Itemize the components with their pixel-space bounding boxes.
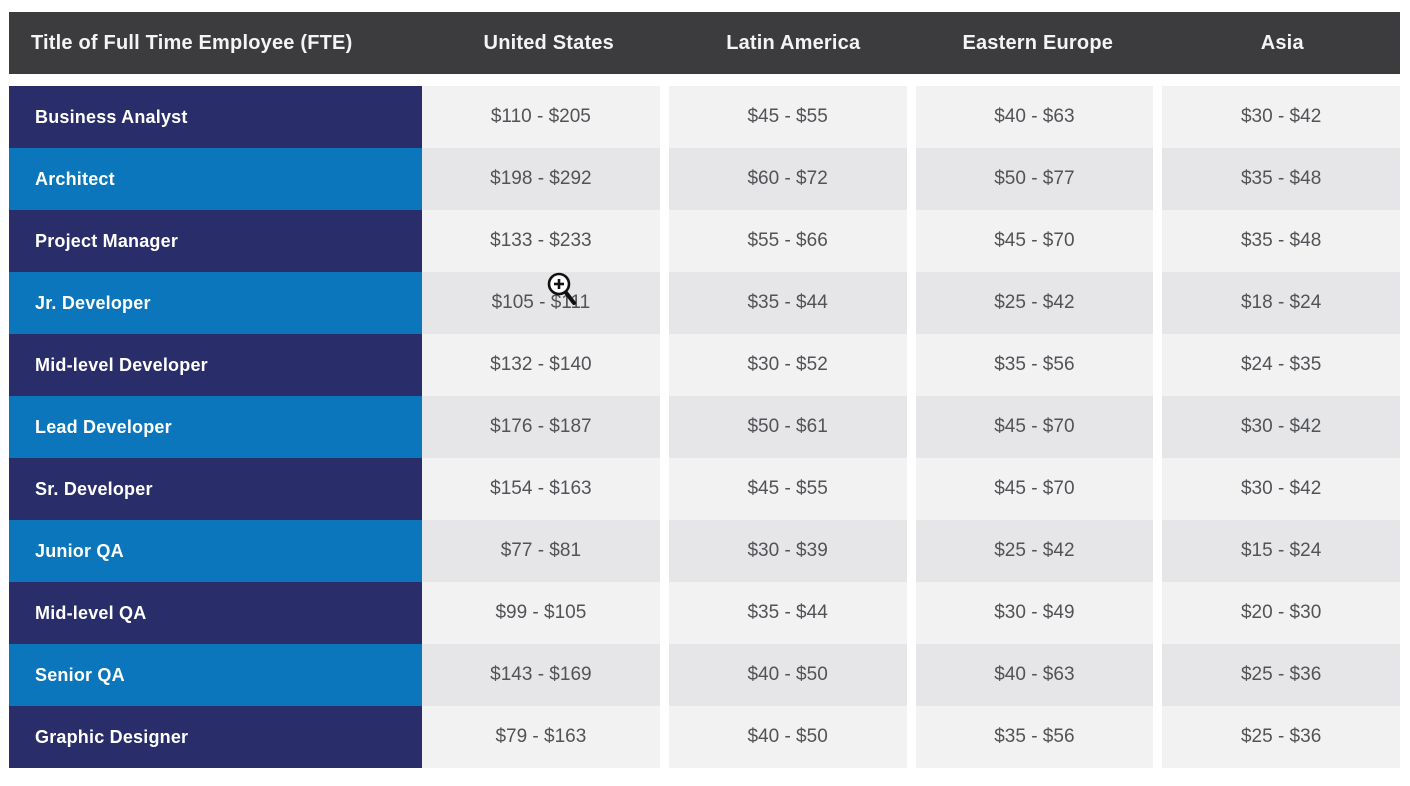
rate-cell-latin-america: $45 - $55 [668, 86, 907, 148]
rate-cell-asia: $30 - $42 [1162, 458, 1400, 520]
rate-cell-united-states: $176 - $187 [422, 396, 660, 458]
table-row: Jr. Developer $105 - $111 $35 - $44 $25 … [9, 272, 1400, 334]
table-row: Mid-level QA $99 - $105 $35 - $44 $30 - … [9, 582, 1400, 644]
rate-cell-latin-america: $35 - $44 [668, 272, 907, 334]
fte-rates-table: Title of Full Time Employee (FTE) United… [9, 12, 1400, 768]
rate-cell-eastern-europe: $30 - $49 [915, 582, 1154, 644]
column-header-eastern-europe: Eastern Europe [962, 31, 1114, 54]
rate-cell-asia: $18 - $24 [1162, 272, 1400, 334]
rate-cell-asia: $25 - $36 [1162, 706, 1400, 768]
row-title-cell: Business Analyst [9, 86, 422, 148]
rate-cell-latin-america: $40 - $50 [668, 706, 907, 768]
table-row: Graphic Designer $79 - $163 $40 - $50 $3… [9, 706, 1400, 768]
rate-cell-united-states: $79 - $163 [422, 706, 660, 768]
table-row: Business Analyst $110 - $205 $45 - $55 $… [9, 86, 1400, 148]
row-title-cell: Mid-level QA [9, 582, 422, 644]
row-title-cell: Lead Developer [9, 396, 422, 458]
row-title-cell: Mid-level Developer [9, 334, 422, 396]
rate-cell-latin-america: $50 - $61 [668, 396, 907, 458]
table-body: Business Analyst $110 - $205 $45 - $55 $… [9, 86, 1400, 768]
rate-cell-eastern-europe: $45 - $70 [915, 458, 1154, 520]
table-row: Sr. Developer $154 - $163 $45 - $55 $45 … [9, 458, 1400, 520]
rate-cell-united-states: $143 - $169 [422, 644, 660, 706]
table-row: Senior QA $143 - $169 $40 - $50 $40 - $6… [9, 644, 1400, 706]
table-row: Junior QA $77 - $81 $30 - $39 $25 - $42 … [9, 520, 1400, 582]
rate-cell-united-states: $132 - $140 [422, 334, 660, 396]
rate-cell-asia: $30 - $42 [1162, 396, 1400, 458]
rate-cell-latin-america: $35 - $44 [668, 582, 907, 644]
rate-cell-asia: $35 - $48 [1162, 210, 1400, 272]
rate-cell-asia: $30 - $42 [1162, 86, 1400, 148]
column-header-asia: Asia [1260, 31, 1304, 54]
rate-cell-eastern-europe: $45 - $70 [915, 210, 1154, 272]
rate-cell-eastern-europe: $25 - $42 [915, 272, 1154, 334]
rate-cell-eastern-europe: $25 - $42 [915, 520, 1154, 582]
rate-cell-united-states: $105 - $111 [422, 272, 660, 334]
rate-cell-asia: $20 - $30 [1162, 582, 1400, 644]
row-title-cell: Sr. Developer [9, 458, 422, 520]
table-row: Lead Developer $176 - $187 $50 - $61 $45… [9, 396, 1400, 458]
rate-cell-eastern-europe: $40 - $63 [915, 644, 1154, 706]
rate-cell-eastern-europe: $35 - $56 [915, 334, 1154, 396]
rate-cell-united-states: $110 - $205 [422, 86, 660, 148]
row-title-cell: Project Manager [9, 210, 422, 272]
rate-cell-united-states: $77 - $81 [422, 520, 660, 582]
table-row: Mid-level Developer $132 - $140 $30 - $5… [9, 334, 1400, 396]
rate-cell-united-states: $198 - $292 [422, 148, 660, 210]
rate-cell-eastern-europe: $50 - $77 [915, 148, 1154, 210]
rate-cell-eastern-europe: $40 - $63 [915, 86, 1154, 148]
rate-cell-eastern-europe: $35 - $56 [915, 706, 1154, 768]
column-header-united-states: United States [483, 31, 614, 54]
rate-cell-latin-america: $45 - $55 [668, 458, 907, 520]
rate-cell-latin-america: $60 - $72 [668, 148, 907, 210]
row-title-cell: Graphic Designer [9, 706, 422, 768]
column-header-title: Title of Full Time Employee (FTE) [31, 31, 353, 54]
rate-cell-latin-america: $30 - $39 [668, 520, 907, 582]
row-title-cell: Architect [9, 148, 422, 210]
rate-cell-united-states: $154 - $163 [422, 458, 660, 520]
row-title-cell: Jr. Developer [9, 272, 422, 334]
rate-cell-asia: $15 - $24 [1162, 520, 1400, 582]
rate-cell-latin-america: $40 - $50 [668, 644, 907, 706]
column-header-latin-america: Latin America [726, 31, 861, 54]
table-row: Architect $198 - $292 $60 - $72 $50 - $7… [9, 148, 1400, 210]
row-title-cell: Senior QA [9, 644, 422, 706]
rate-cell-united-states: $99 - $105 [422, 582, 660, 644]
rate-cell-latin-america: $30 - $52 [668, 334, 907, 396]
rate-cell-asia: $35 - $48 [1162, 148, 1400, 210]
row-title-cell: Junior QA [9, 520, 422, 582]
rate-cell-united-states: $133 - $233 [422, 210, 660, 272]
table-header-row: Title of Full Time Employee (FTE) United… [9, 12, 1400, 74]
rate-cell-eastern-europe: $45 - $70 [915, 396, 1154, 458]
rate-cell-latin-america: $55 - $66 [668, 210, 907, 272]
rate-cell-asia: $24 - $35 [1162, 334, 1400, 396]
rate-cell-asia: $25 - $36 [1162, 644, 1400, 706]
table-row: Project Manager $133 - $233 $55 - $66 $4… [9, 210, 1400, 272]
